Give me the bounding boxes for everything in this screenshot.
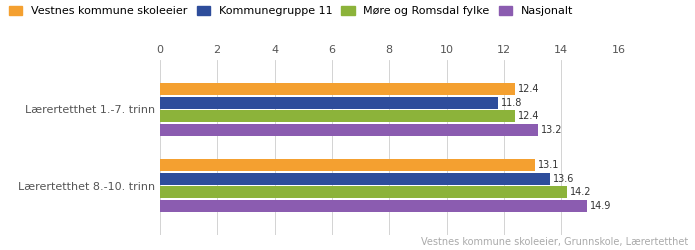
Bar — [160, 159, 535, 171]
Text: Vestnes kommune skoleeier, Grunnskole, Lærertetthet: Vestnes kommune skoleeier, Grunnskole, L… — [420, 238, 688, 248]
Bar — [160, 186, 567, 198]
Text: 13.2: 13.2 — [541, 125, 563, 135]
Text: 11.8: 11.8 — [501, 98, 523, 108]
Bar — [160, 124, 538, 136]
Text: 13.1: 13.1 — [538, 160, 559, 170]
Legend: Vestnes kommune skoleeier, Kommunegruppe 11, Møre og Romsdal fylke, Nasjonalt: Vestnes kommune skoleeier, Kommunegruppe… — [9, 6, 573, 16]
Text: 13.6: 13.6 — [553, 174, 574, 184]
Bar — [160, 200, 587, 212]
Bar — [160, 83, 515, 95]
Text: 14.9: 14.9 — [590, 201, 612, 211]
Text: 12.4: 12.4 — [518, 84, 540, 94]
Bar — [160, 110, 515, 122]
Bar — [160, 173, 550, 185]
Text: 12.4: 12.4 — [518, 111, 540, 121]
Text: 14.2: 14.2 — [570, 188, 591, 198]
Bar — [160, 96, 498, 109]
